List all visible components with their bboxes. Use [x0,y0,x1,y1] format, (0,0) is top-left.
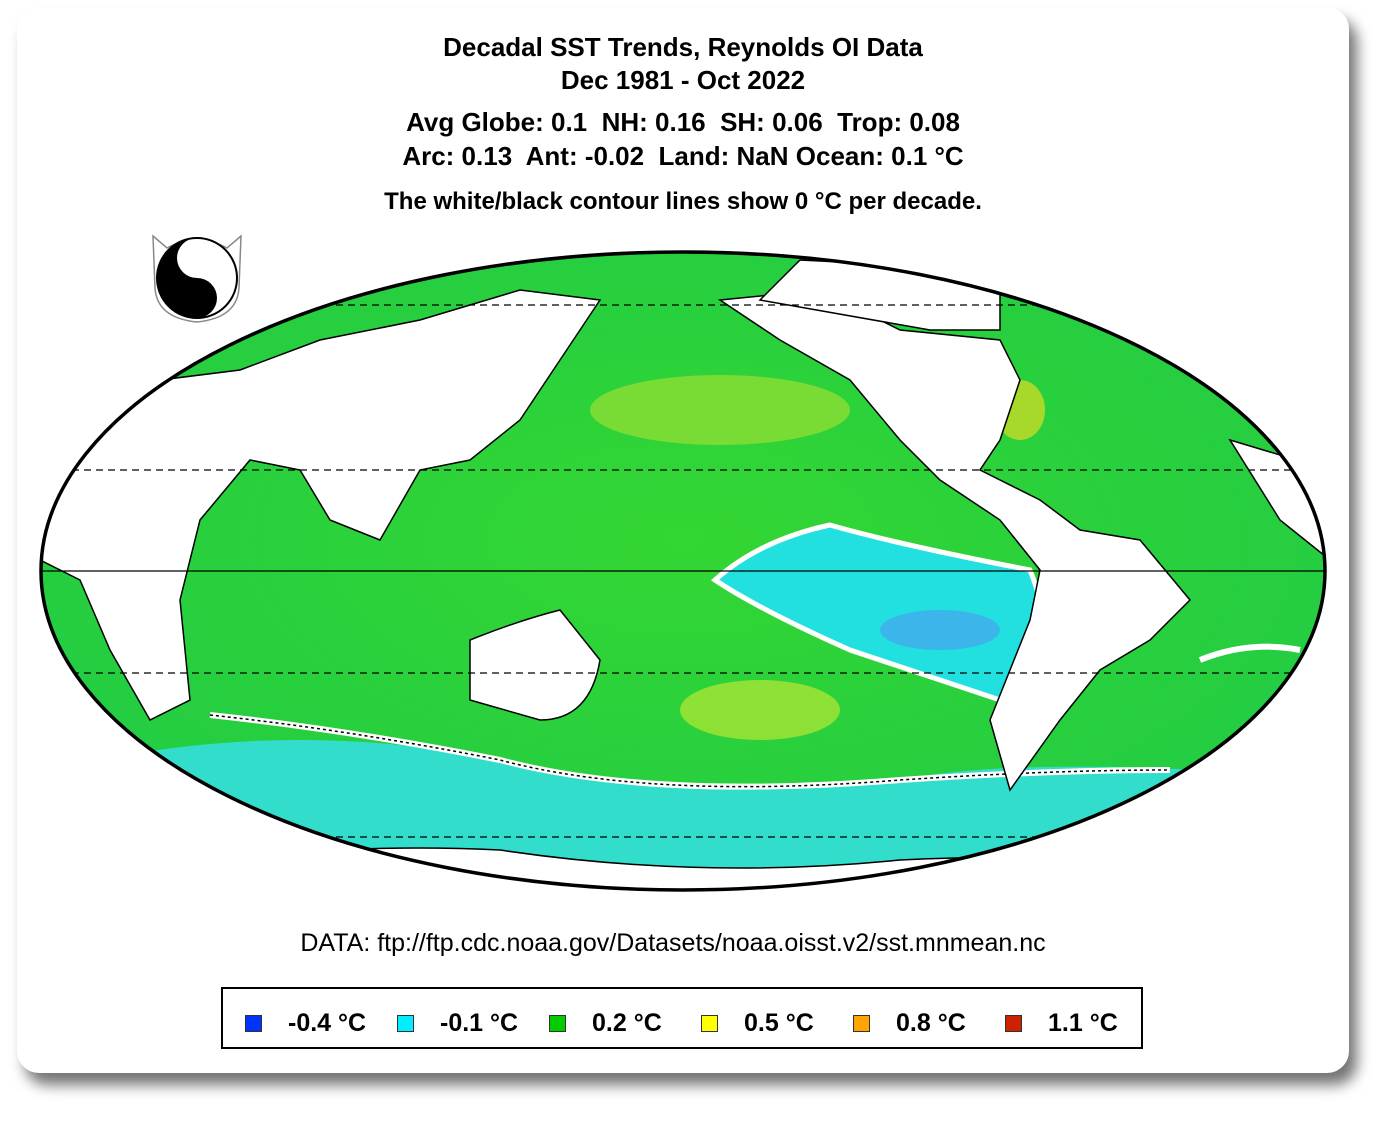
land-australia [469,609,601,721]
legend-swatch [1005,1015,1022,1032]
warm-patch [680,680,840,740]
legend-item: -0.1 °C [397,1009,518,1038]
legend: -0.4 °C -0.1 °C 0.2 °C 0.5 °C 0.8 °C 1.1… [221,987,1143,1049]
contour-note: The white/black contour lines show 0 °C … [384,188,982,215]
title-line-1: Decadal SST Trends, Reynolds OI Data [443,32,923,62]
legend-item: -0.4 °C [245,1009,366,1038]
data-source: DATA: ftp://ftp.cdc.noaa.gov/Datasets/no… [300,929,1046,957]
legend-label: 1.1 °C [1048,1009,1118,1037]
land-americas [717,289,1192,792]
legend-label: -0.1 °C [440,1009,519,1037]
legend-item: 1.1 °C [1005,1009,1118,1038]
legend-label: -0.4 °C [288,1009,367,1037]
land-eurasia-africa [41,289,602,721]
legend-label: 0.8 °C [896,1009,966,1037]
cold-patch [880,610,1000,650]
legend-swatch [701,1015,718,1032]
yin-yang-cat-logo [152,234,242,323]
legend-swatch [397,1015,414,1032]
stats-line-1: Avg Globe: 0.1 NH: 0.16 SH: 0.06 Trop: 0… [406,107,960,137]
stats-line-2: Arc: 0.13 Ant: -0.02 Land: NaN Ocean: 0.… [402,141,964,171]
title-line-2: Dec 1981 - Oct 2022 [560,65,806,95]
warm-patch [590,375,850,445]
legend-item: 0.5 °C [701,1009,814,1038]
legend-label: 0.2 °C [592,1009,662,1037]
legend-swatch [549,1015,566,1032]
legend-swatch [245,1015,262,1032]
legend-label: 0.5 °C [744,1009,814,1037]
legend-item: 0.2 °C [549,1009,662,1038]
map-border [39,250,1327,892]
map-ocean [41,252,1325,890]
legend-swatch [853,1015,870,1032]
legend-item: 0.8 °C [853,1009,966,1038]
